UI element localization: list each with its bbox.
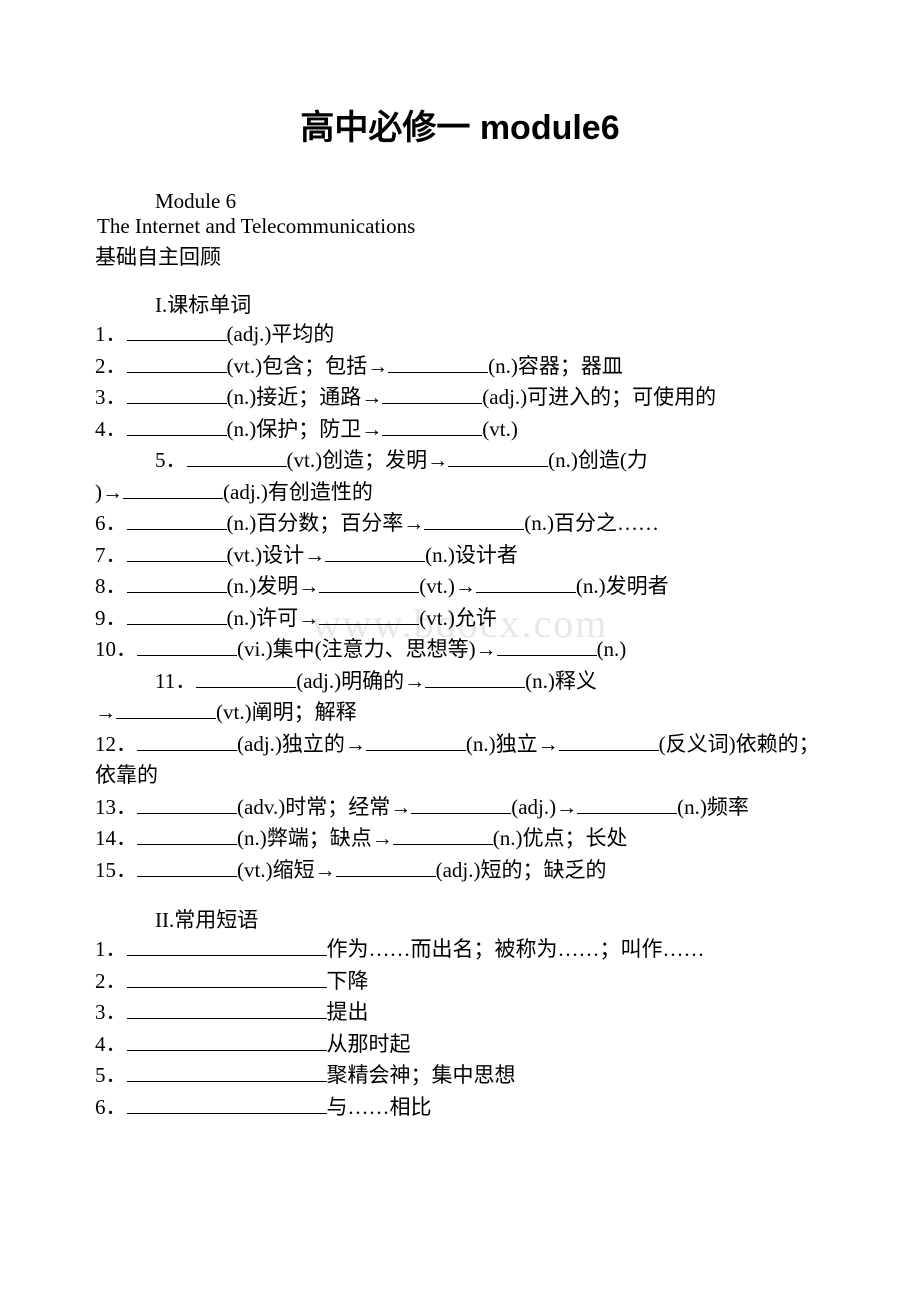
fill-blank[interactable]: [388, 353, 488, 373]
fill-blank[interactable]: [497, 636, 597, 656]
vocab-item: 4．(n.)保护；防卫→(vt.): [95, 414, 825, 446]
fill-blank[interactable]: [127, 999, 327, 1019]
phrase-item: 5．聚精会神；集中思想: [95, 1060, 825, 1092]
subtitle: The Internet and Telecommunications: [97, 214, 825, 239]
fill-blank[interactable]: [127, 605, 227, 625]
fill-blank[interactable]: [116, 699, 216, 719]
phrase-item: 2．下降: [95, 966, 825, 998]
vocab-item: 1．(adj.)平均的: [95, 319, 825, 351]
fill-blank[interactable]: [127, 416, 227, 436]
fill-blank[interactable]: [325, 542, 425, 562]
fill-blank[interactable]: [411, 794, 511, 814]
fill-blank[interactable]: [425, 668, 525, 688]
fill-blank[interactable]: [137, 794, 237, 814]
page-title: 高中必修一 module6: [95, 100, 825, 149]
fill-blank[interactable]: [319, 605, 419, 625]
fill-blank[interactable]: [127, 1031, 327, 1051]
vocab-item: 2．(vt.)包含；包括→(n.)容器；器皿: [95, 351, 825, 383]
fill-blank[interactable]: [577, 794, 677, 814]
fill-blank[interactable]: [187, 447, 287, 467]
section2-items: 1．作为……而出名；被称为……；叫作……2．下降3．提出4．从那时起5．聚精会神…: [95, 934, 825, 1123]
fill-blank[interactable]: [336, 857, 436, 877]
vocab-item: 13．(adv.)时常；经常→(adj.)→(n.)频率: [95, 792, 825, 824]
phrase-item: 1．作为……而出名；被称为……；叫作……: [95, 934, 825, 966]
vocab-item: 7．(vt.)设计→(n.)设计者: [95, 540, 825, 572]
fill-blank[interactable]: [127, 542, 227, 562]
vocab-item: 6．(n.)百分数；百分率→(n.)百分之……: [95, 508, 825, 540]
section1-items: 1．(adj.)平均的2．(vt.)包含；包括→(n.)容器；器皿3．(n.)接…: [95, 319, 825, 886]
fill-blank[interactable]: [382, 416, 482, 436]
fill-blank[interactable]: [196, 668, 296, 688]
fill-blank[interactable]: [448, 447, 548, 467]
vocab-item: 10．(vi.)集中(注意力、思想等)→(n.): [95, 634, 825, 666]
vocab-item: 15．(vt.)缩短→(adj.)短的；缺乏的: [95, 855, 825, 887]
vocab-item: 12．(adj.)独立的→(n.)独立→(反义词)依赖的；依靠的: [95, 729, 825, 792]
fill-blank[interactable]: [127, 1062, 327, 1082]
fill-blank[interactable]: [127, 510, 227, 530]
vocab-item: 11．(adj.)明确的→(n.)释义: [155, 666, 825, 698]
fill-blank[interactable]: [127, 384, 227, 404]
fill-blank[interactable]: [123, 479, 223, 499]
fill-blank[interactable]: [127, 353, 227, 373]
fill-blank[interactable]: [137, 857, 237, 877]
vocab-item: 3．(n.)接近；通路→(adj.)可进入的；可使用的: [95, 382, 825, 414]
section2-label: II.常用短语: [155, 904, 825, 934]
fill-blank[interactable]: [382, 384, 482, 404]
vocab-item: 8．(n.)发明→(vt.)→(n.)发明者: [95, 571, 825, 603]
fill-blank[interactable]: [137, 731, 237, 751]
fill-blank[interactable]: [127, 1094, 327, 1114]
phrase-item: 3．提出: [95, 997, 825, 1029]
vocab-item: 14．(n.)弊端；缺点→(n.)优点；长处: [95, 823, 825, 855]
fill-blank[interactable]: [127, 936, 327, 956]
fill-blank[interactable]: [559, 731, 659, 751]
fill-blank[interactable]: [393, 825, 493, 845]
fill-blank[interactable]: [137, 636, 237, 656]
fill-blank[interactable]: [319, 573, 419, 593]
fill-blank[interactable]: [127, 321, 227, 341]
fill-blank[interactable]: [424, 510, 524, 530]
vocab-item: 5．(vt.)创造；发明→(n.)创造(力: [155, 445, 825, 477]
fill-blank[interactable]: [476, 573, 576, 593]
vocab-item-cont: )→(adj.)有创造性的: [95, 477, 825, 509]
fill-blank[interactable]: [366, 731, 466, 751]
fill-blank[interactable]: [127, 968, 327, 988]
fill-blank[interactable]: [127, 573, 227, 593]
section-heading: 基础自主回顾: [95, 241, 825, 271]
vocab-item: 9．(n.)许可→(vt.)允许: [95, 603, 825, 635]
section1-label: I.课标单词: [155, 289, 825, 319]
module-line: Module 6: [155, 189, 825, 214]
phrase-item: 6．与……相比: [95, 1092, 825, 1124]
phrase-item: 4．从那时起: [95, 1029, 825, 1061]
vocab-item-cont: →(vt.)阐明；解释: [95, 697, 825, 729]
fill-blank[interactable]: [137, 825, 237, 845]
